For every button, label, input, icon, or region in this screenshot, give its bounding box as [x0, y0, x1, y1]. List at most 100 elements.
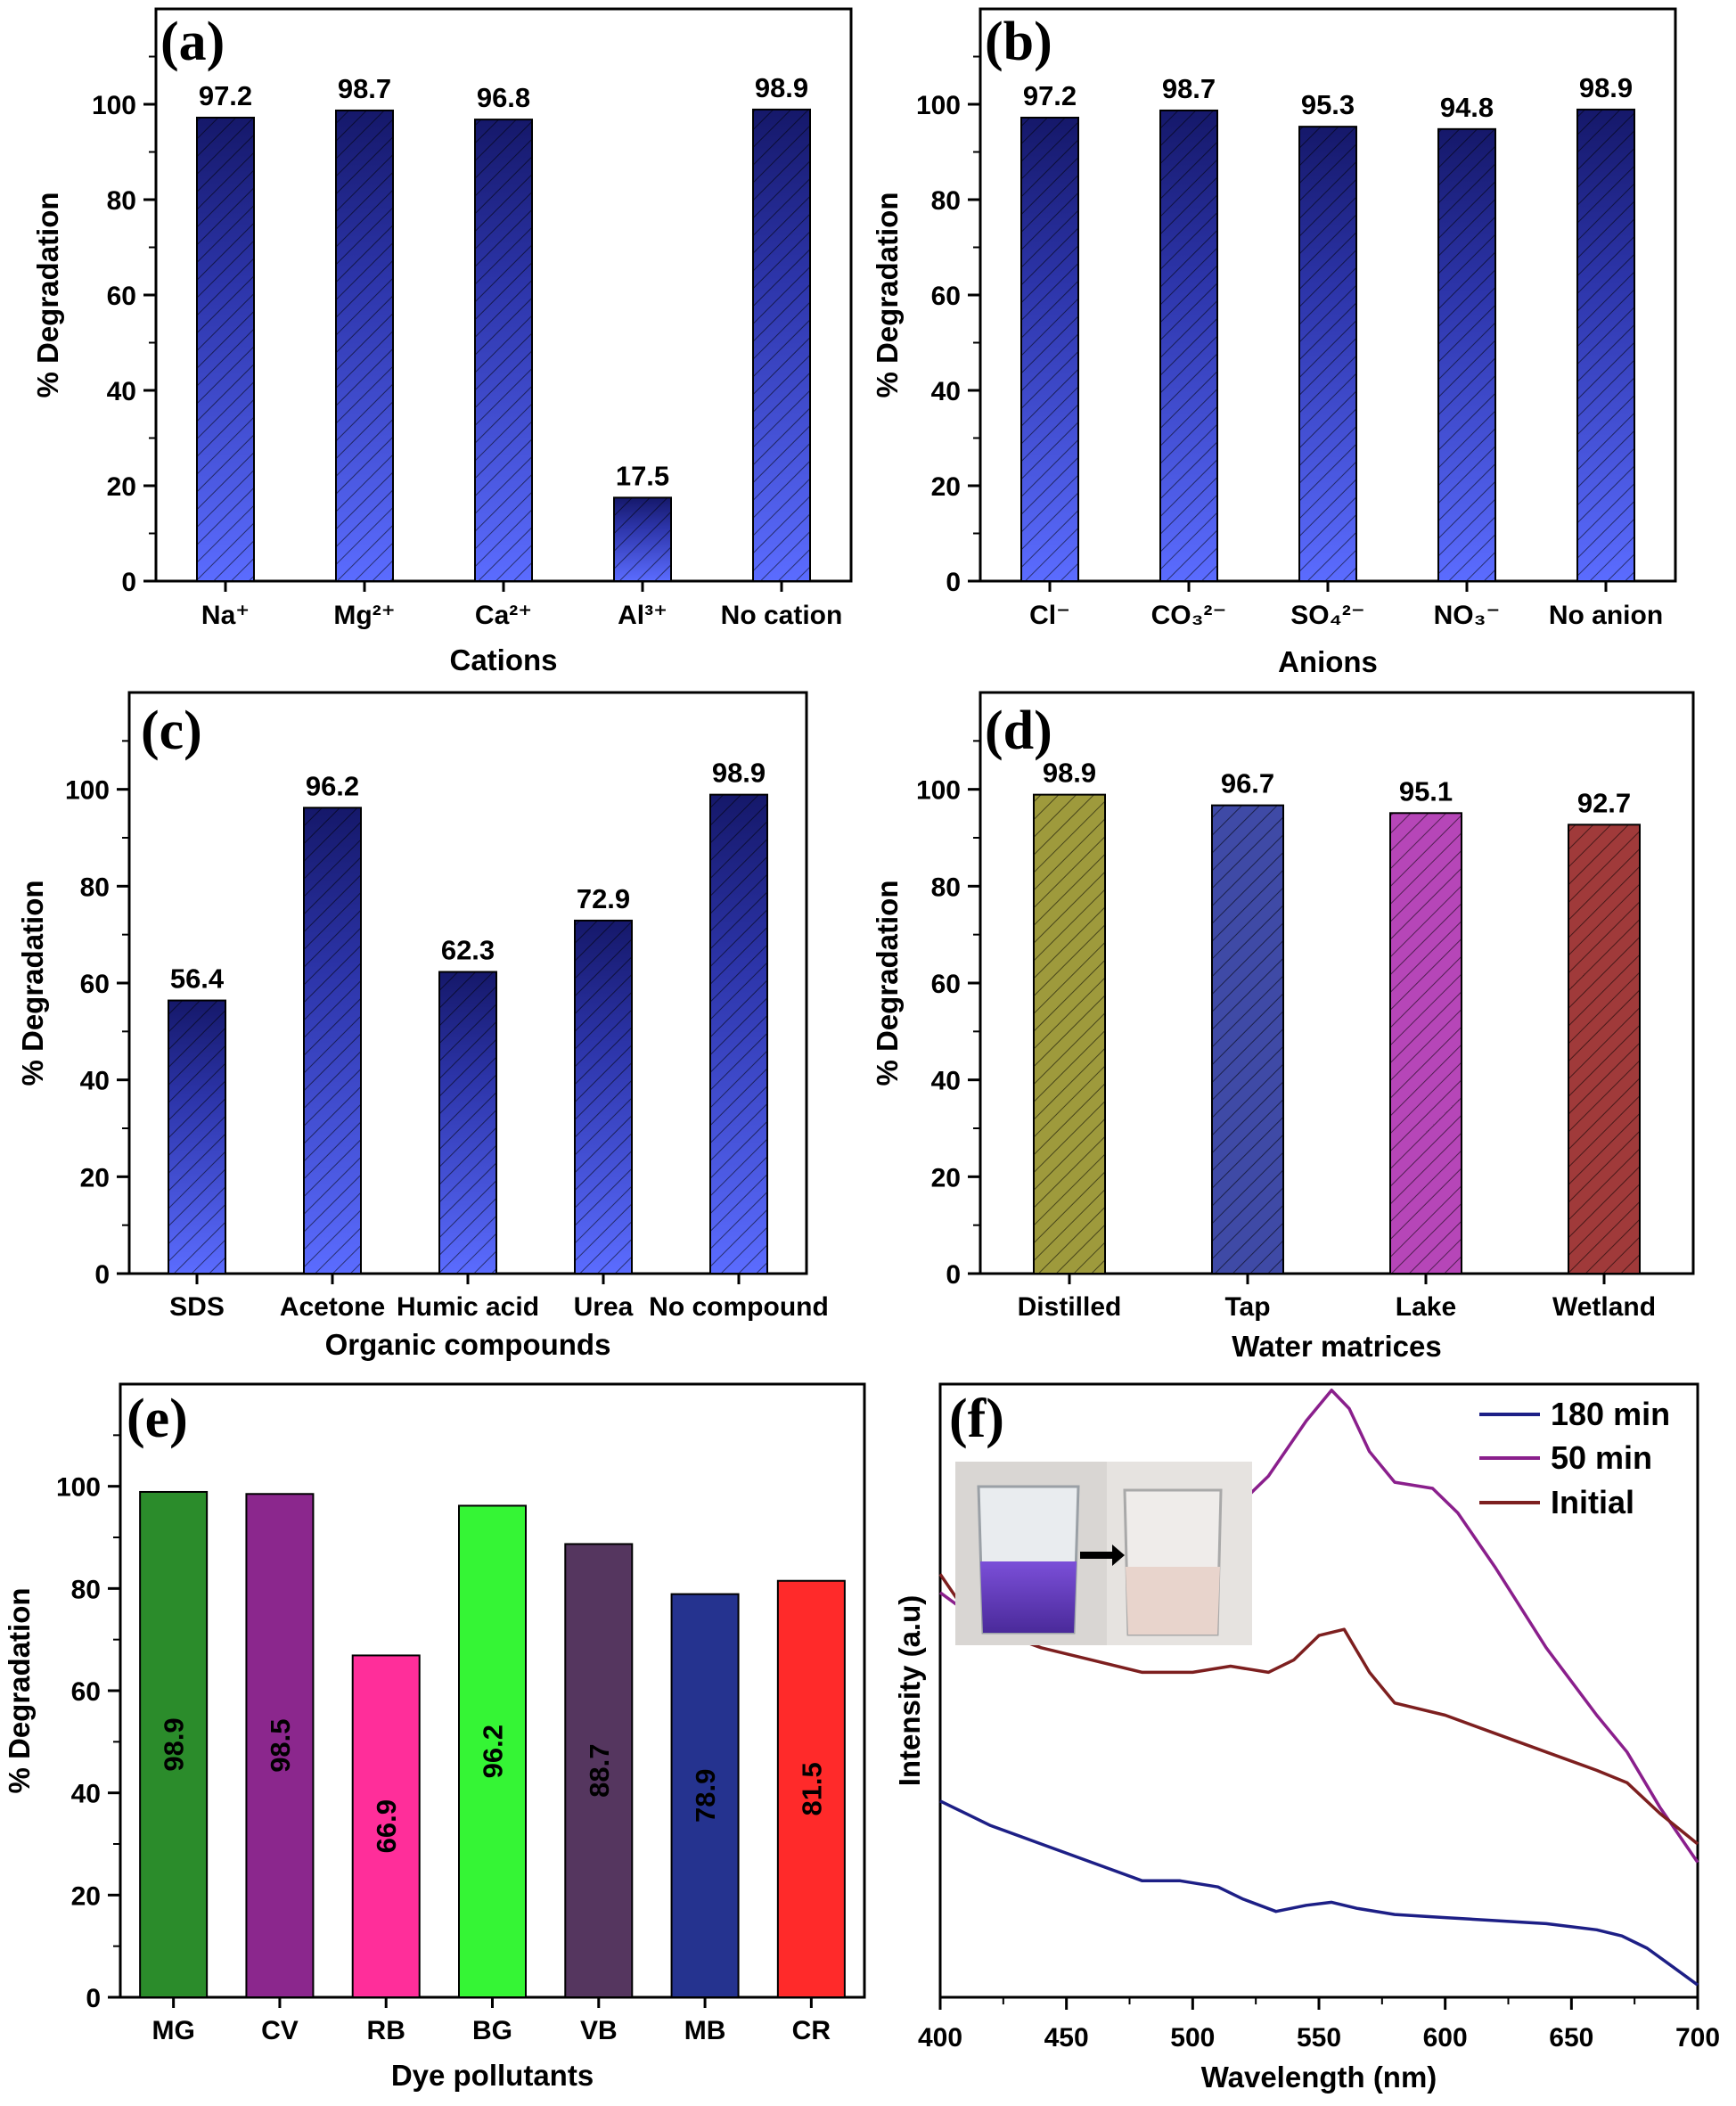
x-tick-label: No anion — [1549, 601, 1663, 630]
x-tick-label: MB — [684, 2016, 726, 2045]
bar-hatch — [1568, 824, 1640, 1274]
inset-photo — [955, 1462, 1252, 1645]
x-tick-label: CV — [261, 2016, 299, 2045]
y-tick-label: 80 — [80, 873, 110, 902]
bar-hatch — [1438, 128, 1495, 581]
data-label: 98.5 — [265, 1718, 296, 1772]
data-label: 98.9 — [1043, 758, 1096, 789]
bar-vb — [564, 1543, 634, 1999]
data-label: 96.2 — [478, 1725, 509, 1778]
y-tick-label: 100 — [92, 91, 136, 120]
data-label: 97.2 — [199, 80, 252, 111]
y-axis-title: % Degradation — [871, 880, 904, 1086]
bar-hatch — [439, 971, 496, 1274]
data-label: 95.1 — [1399, 775, 1453, 807]
x-tick-label: MG — [151, 2016, 194, 2045]
x-tick-label: SO₄²⁻ — [1290, 601, 1364, 630]
y-tick-label: 40 — [931, 377, 961, 406]
y-tick-label: 20 — [931, 472, 961, 502]
data-label: 96.7 — [1221, 768, 1274, 799]
x-tick-label: 700 — [1675, 2023, 1720, 2053]
series-180-min — [939, 1799, 1699, 1987]
data-label: 96.8 — [477, 82, 530, 113]
y-tick-label: 100 — [56, 1473, 101, 1503]
y-tick-label: 100 — [916, 776, 961, 806]
panel-label: (c) — [141, 701, 202, 761]
y-tick-label: 0 — [121, 568, 136, 597]
data-label: 98.7 — [338, 73, 391, 104]
data-label: 62.3 — [441, 935, 495, 966]
y-axis-title: % Degradation — [871, 192, 904, 397]
y-tick-label: 0 — [86, 1984, 101, 2013]
panel-label: (a) — [160, 12, 225, 72]
x-ticks: 400 450 500 550 600 650 700 — [918, 1997, 1720, 2053]
x-tick-label: Na⁺ — [201, 601, 250, 630]
x-tick-label: No cation — [721, 601, 843, 630]
bar-hatch — [168, 1000, 225, 1274]
x-axis-title: Anions — [1278, 645, 1378, 678]
x-tick-label: 450 — [1044, 2023, 1089, 2053]
bar-hatch — [1299, 127, 1356, 581]
bar-hatch — [1212, 805, 1283, 1274]
y-tick-label: 20 — [71, 1881, 101, 1911]
y-tick-label: 20 — [107, 472, 136, 502]
bar-hatch — [304, 807, 361, 1274]
bar-hatch — [1577, 109, 1634, 581]
bar-bg — [458, 1504, 527, 1999]
x-tick-label: SDS — [169, 1292, 225, 1322]
y-tick-label: 40 — [107, 377, 136, 406]
bar-hatch — [753, 109, 810, 581]
data-label: 66.9 — [371, 1799, 402, 1853]
series-initial — [938, 1573, 1699, 1846]
x-tick-label: Ca²⁺ — [475, 601, 532, 630]
bar-hatch — [336, 110, 393, 581]
x-tick-label: Humic acid — [397, 1292, 539, 1322]
bar-mb — [670, 1593, 740, 1998]
y-tick-label: 20 — [931, 1163, 961, 1192]
y-tick-label: 60 — [931, 282, 961, 311]
data-label: 56.4 — [170, 963, 225, 995]
y-tick-label: 0 — [946, 568, 961, 597]
x-tick-label: Wetland — [1552, 1292, 1656, 1322]
y-tick-label: 80 — [107, 186, 136, 216]
legend-item-180min: 180 min — [1551, 1396, 1670, 1432]
x-axis-title: Cations — [449, 643, 557, 676]
data-label: 92.7 — [1577, 787, 1631, 818]
bar-hatch — [1034, 794, 1105, 1274]
x-tick-label: 600 — [1423, 2023, 1468, 2053]
bar-hatch — [1021, 117, 1078, 582]
y-tick-label: 60 — [931, 970, 961, 999]
y-tick-label: 80 — [931, 873, 961, 902]
y-tick-label: 60 — [71, 1677, 101, 1707]
data-label: 81.5 — [796, 1762, 827, 1815]
panel-b: 0 20 40 60 80 100 Cl⁻ 97.2 CO₃²⁻ 98.7 SO₄²⁻ 95.3 NO₃… — [871, 7, 1677, 678]
x-axis-title: Wavelength (nm) — [1201, 2061, 1437, 2094]
x-tick-label: 650 — [1549, 2023, 1593, 2053]
x-tick-label: CO₃²⁻ — [1151, 601, 1227, 630]
y-tick-label: 80 — [931, 186, 961, 216]
y-tick-label: 80 — [71, 1575, 101, 1604]
bar-hatch — [710, 794, 767, 1274]
panel-label: (b) — [985, 12, 1052, 72]
data-label: 97.2 — [1023, 80, 1077, 111]
x-tick-label: Urea — [574, 1292, 634, 1322]
x-tick-label: No compound — [649, 1292, 829, 1322]
x-tick-label: Al³⁺ — [618, 601, 667, 630]
bar-hatch — [1160, 110, 1217, 581]
x-axis-title: Water matrices — [1232, 1330, 1441, 1363]
x-tick-label: 400 — [918, 2023, 962, 2053]
bar-hatch — [475, 119, 532, 581]
data-label: 96.2 — [306, 770, 359, 801]
x-tick-label: Lake — [1396, 1292, 1456, 1322]
x-tick-label: Cl⁻ — [1029, 601, 1070, 630]
y-tick-label: 40 — [931, 1067, 961, 1096]
data-label: 72.9 — [577, 883, 630, 914]
y-tick-label: 100 — [65, 776, 110, 806]
x-tick-label: Mg²⁺ — [333, 601, 395, 630]
bar-rb — [351, 1654, 421, 1998]
y-tick-label: 40 — [71, 1780, 101, 1809]
data-label: 98.9 — [755, 72, 808, 103]
bar-hatch — [1390, 813, 1462, 1274]
data-label: 98.7 — [1162, 73, 1216, 104]
data-label: 78.9 — [690, 1769, 721, 1823]
